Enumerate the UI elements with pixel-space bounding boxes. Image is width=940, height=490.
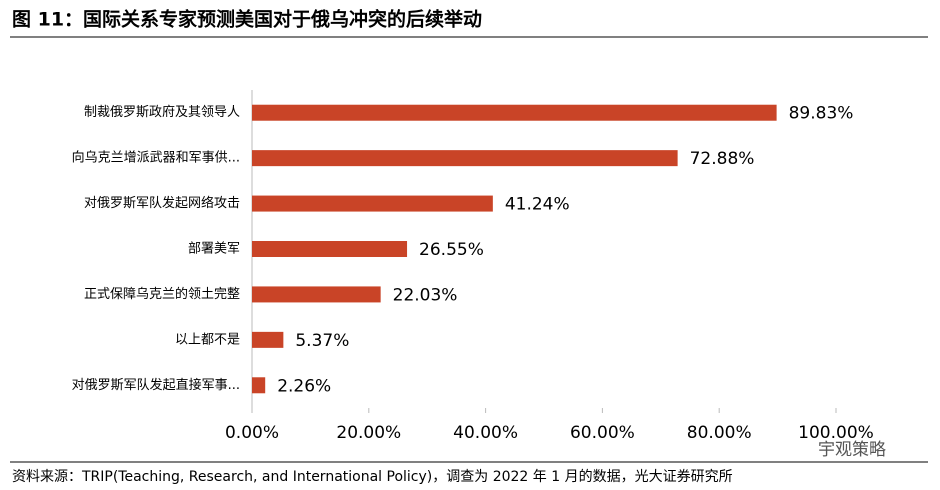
y-tick-label: 部署美军 bbox=[188, 242, 240, 257]
x-tick-label: 40.00% bbox=[453, 423, 518, 443]
value-label: 41.24% bbox=[505, 195, 570, 215]
bar bbox=[252, 331, 284, 348]
bar bbox=[252, 377, 266, 394]
y-tick-label: 向乌克兰增派武器和军事供... bbox=[72, 150, 240, 166]
value-label: 89.83% bbox=[789, 104, 854, 124]
x-tick-label: 100.00% bbox=[798, 423, 874, 443]
x-tick-label: 80.00% bbox=[687, 423, 752, 443]
y-tick-label: 正式保障乌克兰的领土完整 bbox=[84, 286, 240, 302]
watermark: 宇观策略 bbox=[818, 440, 886, 460]
bar bbox=[252, 104, 777, 121]
value-label: 26.55% bbox=[419, 240, 484, 260]
value-label: 5.37% bbox=[295, 331, 349, 351]
source-note: 资料来源：TRIP(Teaching, Research, and Intern… bbox=[12, 469, 733, 485]
y-tick-label: 以上都不是 bbox=[175, 332, 240, 347]
bar bbox=[252, 286, 381, 303]
y-tick-label: 对俄罗斯军队发起直接军事... bbox=[72, 377, 240, 393]
bar bbox=[252, 150, 678, 167]
bar bbox=[252, 195, 493, 212]
value-label: 22.03% bbox=[393, 285, 458, 305]
value-label: 2.26% bbox=[277, 376, 331, 396]
bar bbox=[252, 241, 408, 257]
x-tick-label: 0.00% bbox=[225, 423, 279, 443]
y-tick-label: 制裁俄罗斯政府及其领导人 bbox=[84, 104, 240, 120]
x-tick-label: 60.00% bbox=[570, 423, 635, 443]
y-tick-label: 对俄罗斯军队发起网络攻击 bbox=[84, 195, 240, 211]
x-tick-label: 20.00% bbox=[336, 423, 401, 443]
chart-title: 图 11：国际关系专家预测美国对于俄乌冲突的后续举动 bbox=[12, 8, 482, 31]
value-label: 72.88% bbox=[690, 149, 755, 169]
